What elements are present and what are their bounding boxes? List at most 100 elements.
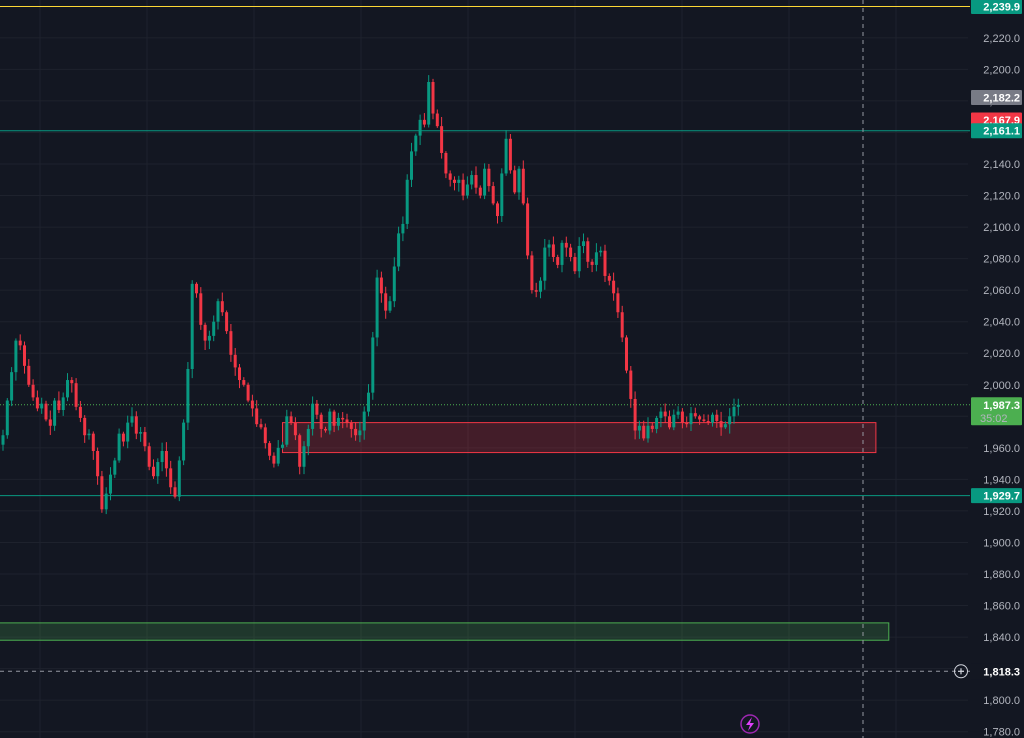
candle-body (448, 173, 452, 180)
candle-body (83, 417, 87, 436)
candle-body (87, 433, 91, 436)
horizontal-levels[interactable] (0, 5, 970, 497)
candle-body (5, 400, 9, 436)
candle-body (44, 403, 48, 420)
candle-body (633, 398, 637, 431)
candle-body (31, 384, 35, 398)
candle-body (319, 414, 323, 429)
candle-body (668, 416, 671, 428)
candle-body (711, 414, 714, 423)
candle-body (207, 335, 211, 341)
candle-body (203, 324, 207, 341)
candle-body (216, 301, 220, 322)
candle-body (577, 246, 581, 272)
candle-body (324, 428, 327, 431)
candle-body (169, 468, 173, 488)
candle-body (126, 422, 130, 442)
candle-body (78, 406, 82, 418)
lightning-icon[interactable] (740, 714, 760, 734)
candle-body (276, 447, 280, 464)
candle-body (195, 283, 198, 294)
candle-body (332, 411, 336, 426)
candle-body (66, 380, 69, 398)
candle-body (689, 413, 693, 425)
candle-body (100, 476, 104, 510)
candle-body (530, 255, 534, 291)
price-tick-label: 2,060.0 (983, 285, 1020, 297)
candle-body (298, 435, 302, 467)
candle-body (478, 187, 482, 196)
candle-body (306, 428, 310, 447)
candle-body (418, 119, 422, 136)
price-tick-label: 1,800.0 (983, 695, 1020, 707)
candle-body (164, 451, 168, 469)
candle-body (435, 113, 439, 127)
plus-circle-icon[interactable] (954, 664, 968, 679)
price-tag-bg (971, 0, 1022, 14)
zone-rectangles[interactable] (0, 422, 890, 641)
price-tick-label: 1,920.0 (983, 506, 1020, 518)
candle-body (526, 203, 530, 256)
candle-body (642, 425, 646, 439)
candle-body (440, 126, 444, 153)
candle-body (659, 411, 663, 418)
price-tag-bg (971, 488, 1022, 504)
candle-body (457, 179, 461, 183)
candle-body (345, 419, 349, 423)
candle-body (246, 384, 250, 401)
price-tag: 2,182.2 (983, 92, 1020, 104)
candle-body (397, 233, 401, 267)
crosshair (0, 0, 970, 738)
candle-body (238, 367, 241, 381)
candle-body (556, 257, 560, 265)
candle-body (569, 247, 573, 258)
candle-body (414, 135, 418, 152)
candle-body (152, 466, 155, 477)
candle-body (57, 400, 61, 410)
candle-body (177, 460, 181, 497)
candle-body (362, 411, 366, 431)
candle-body (676, 411, 680, 415)
candle-body (379, 277, 383, 294)
plus-circle-ring[interactable] (954, 664, 968, 679)
candle-body (74, 383, 78, 407)
candle-body (311, 403, 315, 429)
candle-body (487, 168, 491, 187)
candle-body (564, 242, 568, 248)
candle-body (508, 138, 512, 171)
candle-body (367, 392, 370, 412)
candle-body (453, 179, 456, 183)
candle-series (1, 75, 740, 515)
support-zone[interactable] (0, 622, 890, 641)
resistance-zone[interactable] (282, 422, 877, 454)
candle-body (491, 186, 495, 204)
candle-body (607, 275, 611, 281)
price-axis-background (970, 0, 1024, 738)
candle-body (10, 372, 14, 401)
candle-body (336, 417, 340, 426)
candle-body (229, 331, 233, 355)
candle-body (547, 244, 551, 248)
candle-body (586, 241, 590, 262)
candle-body (263, 427, 267, 444)
candle-body (461, 179, 465, 196)
candle-body (225, 312, 229, 332)
candle-body (431, 82, 435, 114)
candle-body (255, 408, 259, 425)
candle-body (728, 416, 732, 425)
candle-body (250, 400, 254, 409)
candle-body (594, 252, 598, 265)
candle-body (328, 411, 332, 431)
candle-body (504, 138, 508, 174)
candle-body (354, 428, 358, 436)
price-axis[interactable]: 1,780.01,800.01,820.01,840.01,860.01,880… (970, 0, 1024, 738)
price-tag: 1,929.7 (983, 491, 1020, 503)
candle-body (384, 293, 388, 311)
candle-body (302, 446, 306, 467)
crosshair-tag-bg (971, 663, 1022, 680)
grid-lines (0, 0, 968, 738)
candle-body (285, 416, 289, 445)
candle-body (117, 433, 121, 461)
candle-body (590, 261, 594, 265)
